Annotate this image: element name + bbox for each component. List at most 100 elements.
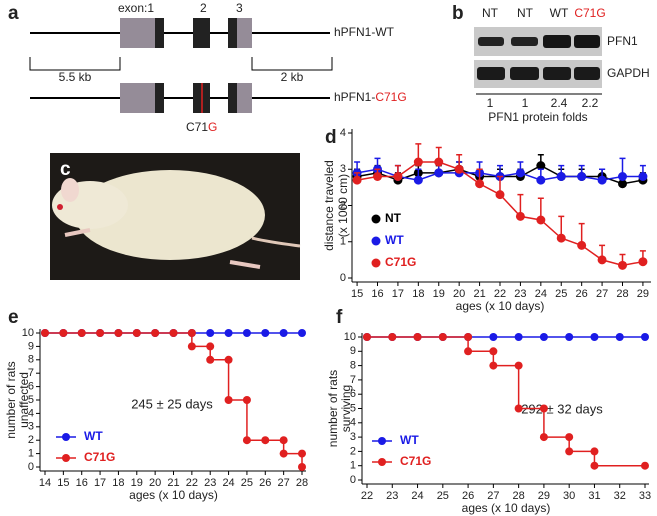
point [298, 463, 306, 471]
length-bracket [29, 57, 121, 71]
x-tick-label: 33 [639, 490, 651, 502]
x-tick-label: 28 [616, 288, 628, 300]
x-tick-label: 22 [494, 288, 506, 300]
panel-label: c [60, 159, 71, 180]
point [618, 179, 627, 189]
x-tick-label: 27 [487, 490, 499, 502]
y-tick-label: 3 [340, 163, 346, 175]
band [543, 67, 571, 80]
lane-label: WT [550, 6, 569, 20]
fold-value: 2.2 [582, 96, 599, 110]
point [298, 329, 306, 337]
y-tick-label: 7 [28, 367, 34, 379]
y-tick-label: 6 [28, 381, 34, 393]
legend-label: WT [385, 233, 404, 247]
legend-marker [371, 258, 381, 268]
panel-label: a [8, 3, 19, 24]
x-axis-label: ages (x 10 days) [462, 501, 551, 515]
fold-value: 1 [522, 96, 529, 110]
legend-marker [378, 458, 386, 466]
exon [155, 18, 164, 48]
point [224, 355, 233, 364]
mutation-label: C71G [186, 120, 217, 134]
point [565, 447, 574, 456]
x-tick-label: 23 [386, 490, 398, 502]
point [242, 436, 251, 445]
point [413, 333, 422, 341]
annotation: 245 ± 25 days [131, 396, 213, 411]
y-axis-label: (x 1000 cm) [336, 174, 350, 237]
point [132, 329, 141, 337]
x-tick-label: 17 [94, 477, 106, 489]
point [638, 257, 648, 267]
y-tick-label: 5 [28, 394, 34, 406]
construct-suffix: WT [375, 25, 394, 39]
point [618, 172, 627, 181]
y-tick-label: 7 [350, 374, 356, 386]
y-tick-label: 9 [350, 345, 356, 357]
point [590, 333, 599, 341]
panel-label: d [325, 127, 337, 148]
x-tick-label: 21 [473, 288, 485, 300]
body [75, 170, 265, 260]
y-tick-label: 8 [28, 354, 34, 366]
x-tick-label: 24 [535, 288, 547, 300]
point [242, 329, 251, 337]
point [514, 333, 523, 341]
point [577, 172, 587, 181]
gene-diagram: exon:1 2 3 5.5 kb 2 kb hPFN1-WT hPFN1-C7… [29, 1, 407, 134]
point [261, 436, 270, 445]
band [574, 35, 600, 48]
length-label: 2 kb [281, 70, 304, 84]
point [224, 329, 233, 337]
point [206, 329, 215, 337]
x-axis-label: ages (x 10 days) [456, 299, 545, 313]
point [539, 404, 548, 413]
exon [155, 83, 164, 113]
x-tick-label: 22 [186, 477, 198, 489]
point [536, 161, 546, 171]
construct-prefix: hPFN1- [334, 25, 375, 39]
y-tick-label: 0 [350, 474, 356, 486]
y-tick-label: 2 [350, 445, 356, 457]
lane-label: NT [482, 6, 499, 20]
point [59, 329, 68, 337]
x-tick-label: 26 [462, 490, 474, 502]
point [514, 404, 523, 413]
point [577, 240, 587, 250]
x-tick-label: 31 [588, 490, 600, 502]
y-tick-label: 9 [28, 340, 34, 352]
legend-label: NT [385, 211, 402, 225]
ear [61, 178, 79, 202]
point [641, 461, 649, 470]
legend-label: WT [400, 433, 419, 447]
x-tick-label: 25 [241, 477, 253, 489]
legend-marker [371, 236, 381, 246]
tail [251, 236, 301, 248]
y-tick-label: 4 [350, 417, 356, 429]
exon [228, 83, 237, 113]
y-tick-label: 10 [344, 331, 356, 343]
y-tick-label: 10 [22, 327, 34, 339]
point [224, 396, 233, 404]
point [169, 329, 178, 337]
x-tick-label: 25 [437, 490, 449, 502]
point [495, 190, 505, 200]
fold-caption: PFN1 protein folds [488, 110, 587, 124]
protein-label: PFN1 [607, 34, 638, 48]
length-label: 5.5 kb [59, 70, 92, 84]
eye [57, 204, 63, 210]
x-tick-label: 14 [39, 477, 51, 489]
x-tick-label: 23 [514, 288, 526, 300]
y-tick-label: 1 [340, 236, 346, 248]
y-axis-label: unaffected [17, 372, 31, 428]
x-tick-label: 17 [392, 288, 404, 300]
protein-label: GAPDH [607, 66, 650, 80]
x-tick-label: 20 [149, 477, 161, 489]
point [597, 175, 607, 185]
legend-label: C71G [385, 255, 416, 269]
point [536, 175, 546, 185]
x-tick-label: 22 [361, 490, 373, 502]
point [438, 333, 447, 341]
